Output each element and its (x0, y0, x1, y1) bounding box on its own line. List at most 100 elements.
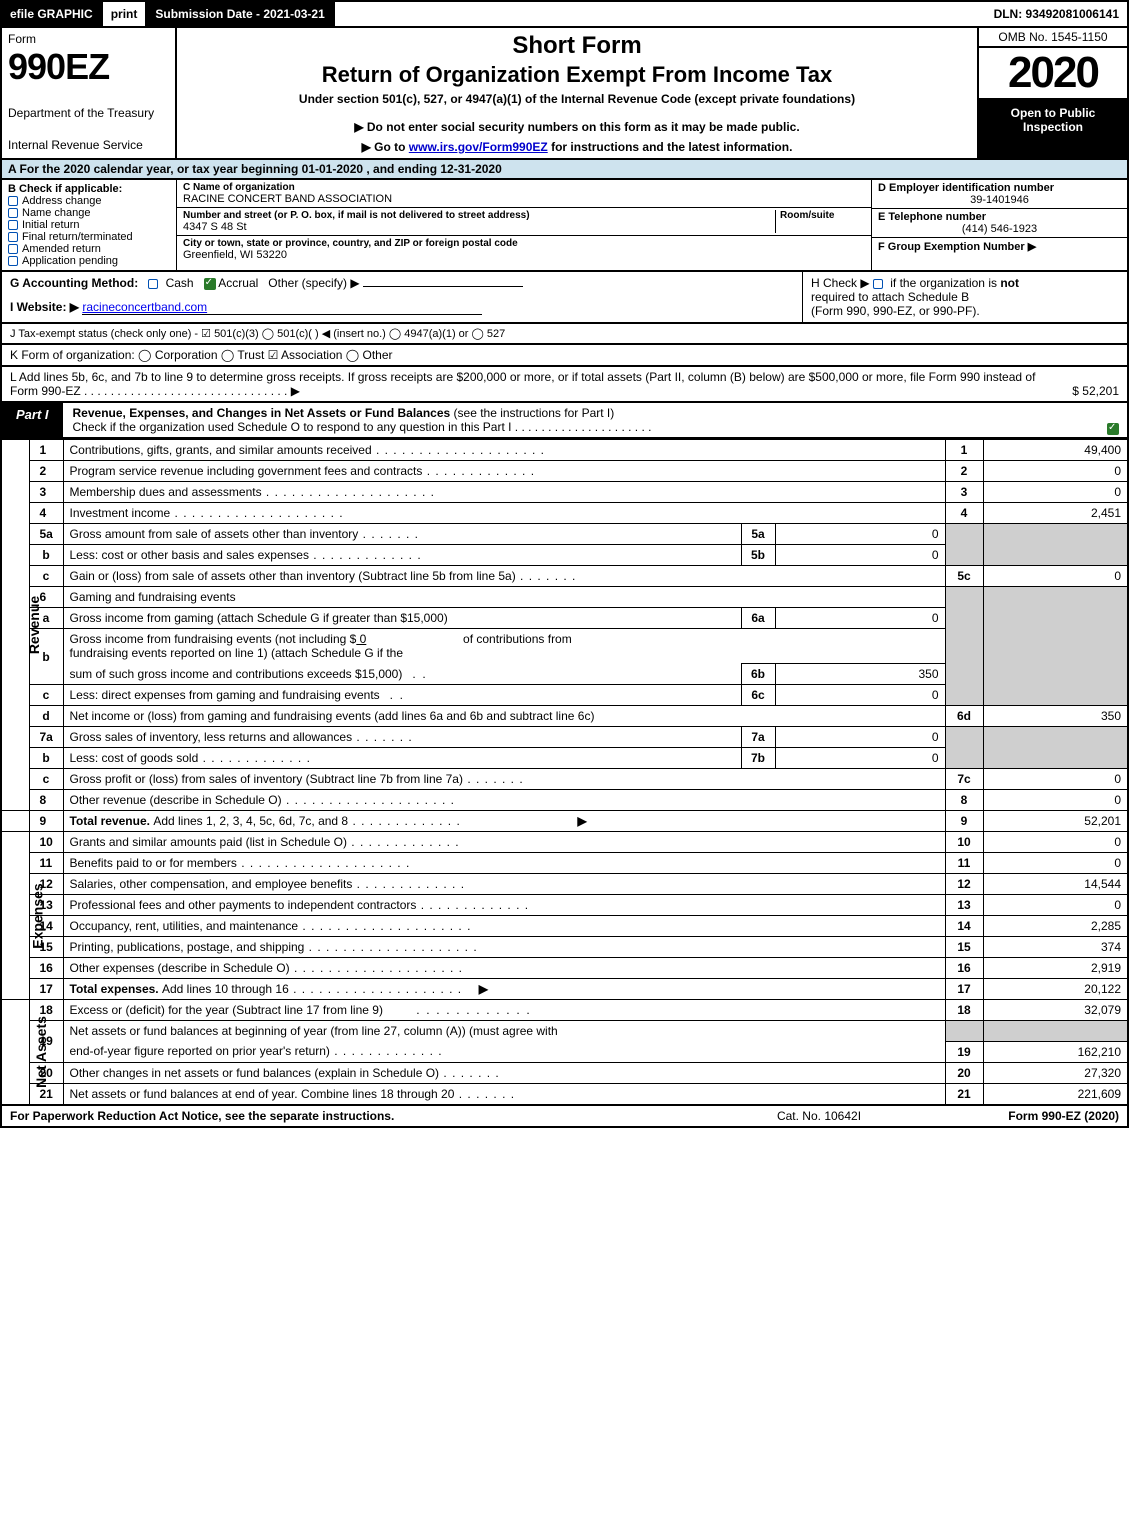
line-17-desc: Total expenses. Add lines 10 through 16 … (63, 979, 945, 1000)
line-14-rlab: 14 (945, 916, 983, 937)
line-6b-inlab: 6b (741, 664, 775, 685)
website-link[interactable]: racineconcertband.com (82, 300, 482, 315)
line-7ab-shade-val (983, 727, 1128, 769)
chk-cash[interactable] (148, 279, 158, 289)
row-j-tax-exempt: J Tax-exempt status (check only one) - ☑… (0, 324, 1129, 345)
dln-label: DLN: 93492081006141 (986, 2, 1127, 26)
row-k-form-org: K Form of organization: ◯ Corporation ◯ … (0, 345, 1129, 367)
line-5c-desc: Gain or (loss) from sale of assets other… (63, 566, 945, 587)
line-8-num: 8 (29, 790, 63, 811)
line-10-num: 10 (29, 832, 63, 853)
city-label: City or town, state or province, country… (183, 238, 865, 249)
ein-value: 39-1401946 (878, 194, 1121, 206)
line-6c-inlab: 6c (741, 685, 775, 706)
chk-final-return[interactable]: Final return/terminated (8, 231, 170, 243)
chk-application-pending[interactable]: Application pending (8, 255, 170, 267)
line-6d-rlab: 6d (945, 706, 983, 727)
line-7c-rlab: 7c (945, 769, 983, 790)
row-a-tax-year: A For the 2020 calendar year, or tax yea… (0, 160, 1129, 180)
short-form-title: Short Form (187, 32, 967, 60)
part-1-tag: Part I (2, 403, 63, 437)
addr-value: 4347 S 48 St (183, 221, 775, 233)
col-def: D Employer identification number 39-1401… (872, 180, 1127, 270)
line-10-value: 0 (983, 832, 1128, 853)
line-5ab-shade-val (983, 524, 1128, 566)
line-5b-desc: Less: cost or other basis and sales expe… (63, 545, 741, 566)
line-11-desc: Benefits paid to or for members (63, 853, 945, 874)
top-toolbar: efile GRAPHIC print Submission Date - 20… (0, 0, 1129, 28)
chk-address-change[interactable]: Address change (8, 195, 170, 207)
submission-date-button[interactable]: Submission Date - 2021-03-21 (147, 2, 334, 26)
row-l-text: L Add lines 5b, 6c, and 7b to line 9 to … (10, 370, 1039, 398)
line-18-value: 32,079 (983, 1000, 1128, 1021)
page-footer: For Paperwork Reduction Act Notice, see … (0, 1106, 1129, 1128)
form-number: 990EZ (8, 46, 169, 88)
chk-initial-return[interactable]: Initial return (8, 219, 170, 231)
form-header: Form 990EZ Department of the Treasury In… (0, 28, 1129, 160)
line-13-rlab: 13 (945, 895, 983, 916)
print-button[interactable]: print (103, 2, 148, 26)
org-name-value: RACINE CONCERT BAND ASSOCIATION (183, 193, 865, 205)
omb-number: OMB No. 1545-1150 (979, 28, 1127, 48)
line-15-rlab: 15 (945, 937, 983, 958)
line-2-num: 2 (29, 461, 63, 482)
line-5ab-shade (945, 524, 983, 566)
line-12-rlab: 12 (945, 874, 983, 895)
line-5c-value: 0 (983, 566, 1128, 587)
line-11-rlab: 11 (945, 853, 983, 874)
chk-name-change[interactable]: Name change (8, 207, 170, 219)
line-6c-num: c (29, 685, 63, 706)
line-4-rlab: 4 (945, 503, 983, 524)
irs-link[interactable]: www.irs.gov/Form990EZ (409, 140, 548, 154)
revenue-side-label: Revenue (1, 440, 29, 811)
col-b-header: B Check if applicable: (8, 183, 170, 195)
line-7c-value: 0 (983, 769, 1128, 790)
line-16-num: 16 (29, 958, 63, 979)
line-7ab-shade (945, 727, 983, 769)
part-1-title: Revenue, Expenses, and Changes in Net As… (63, 403, 1099, 437)
chk-amended-return[interactable]: Amended return (8, 243, 170, 255)
line-6-desc: Gaming and fundraising events (63, 587, 945, 608)
line-5a-num: 5a (29, 524, 63, 545)
phone-label: E Telephone number (878, 211, 1121, 223)
line-9-num: 9 (29, 811, 63, 832)
line-6d-value: 350 (983, 706, 1128, 727)
dept-irs: Internal Revenue Service (8, 138, 169, 152)
ssn-warning: ▶ Do not enter social security numbers o… (187, 120, 967, 134)
line-1-rlab: 1 (945, 440, 983, 461)
row-l-amount: $ 52,201 (1039, 384, 1119, 398)
header-center: Short Form Return of Organization Exempt… (177, 28, 977, 158)
addr-label: Number and street (or P. O. box, if mail… (183, 210, 775, 221)
line-10-desc: Grants and similar amounts paid (list in… (63, 832, 945, 853)
line-12-desc: Salaries, other compensation, and employ… (63, 874, 945, 895)
part-1-checkbox[interactable] (1099, 403, 1127, 437)
line-17-value: 20,122 (983, 979, 1128, 1000)
open-to-public: Open to Public Inspection (979, 100, 1127, 158)
goto-instructions: ▶ Go to www.irs.gov/Form990EZ for instru… (187, 140, 967, 154)
line-4-desc: Investment income (63, 503, 945, 524)
pra-notice: For Paperwork Reduction Act Notice, see … (10, 1109, 719, 1123)
line-15-desc: Printing, publications, postage, and shi… (63, 937, 945, 958)
line-19-value: 162,210 (983, 1041, 1128, 1062)
entity-block: B Check if applicable: Address change Na… (0, 180, 1129, 272)
row-gh: G Accounting Method: Cash Accrual Other … (0, 272, 1129, 324)
line-10-rlab: 10 (945, 832, 983, 853)
line-19-desc-1: Net assets or fund balances at beginning… (63, 1021, 945, 1042)
line-9-value: 52,201 (983, 811, 1128, 832)
efile-graphic-button[interactable]: efile GRAPHIC (2, 2, 103, 26)
part-1-grid: Revenue 1 Contributions, gifts, grants, … (0, 439, 1129, 1106)
line-1-num: 1 (29, 440, 63, 461)
row-h-schedule-b: H Check ▶ if the organization is not req… (802, 272, 1127, 322)
room-label: Room/suite (780, 210, 865, 221)
line-18-desc: Excess or (deficit) for the year (Subtra… (63, 1000, 945, 1021)
line-8-desc: Other revenue (describe in Schedule O) (63, 790, 945, 811)
part-1-header: Part I Revenue, Expenses, and Changes in… (0, 403, 1129, 439)
org-name-label: C Name of organization (183, 182, 865, 193)
netassets-side-label: Net Assets (1, 1000, 29, 1105)
line-8-rlab: 8 (945, 790, 983, 811)
chk-sched-b[interactable] (873, 279, 883, 289)
line-7b-inlab: 7b (741, 748, 775, 769)
line-3-desc: Membership dues and assessments (63, 482, 945, 503)
line-6b-desc-1: Gross income from fundraising events (no… (63, 629, 945, 664)
chk-accrual[interactable] (204, 278, 216, 290)
